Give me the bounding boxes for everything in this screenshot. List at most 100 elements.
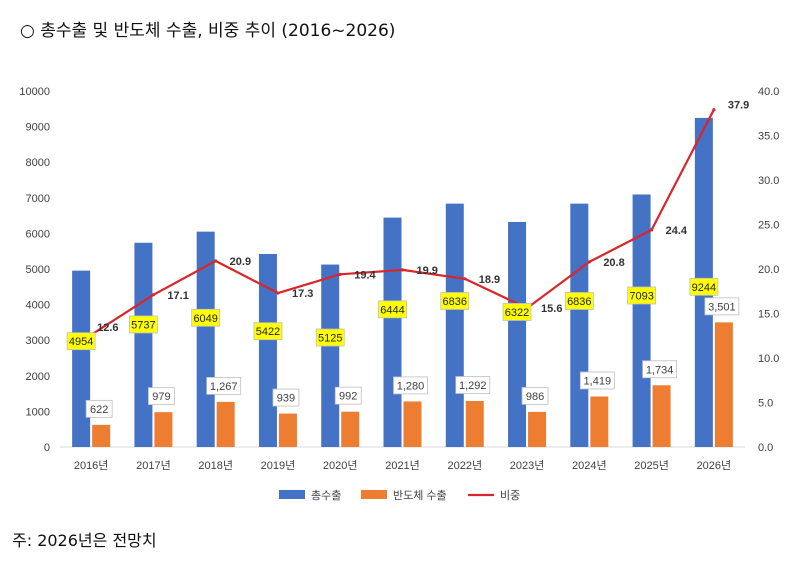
- x-tick-label: 2019년: [261, 459, 296, 472]
- semiconductor-data-label: 1,280: [397, 380, 425, 392]
- y-left-tick-label: 2000: [26, 371, 50, 383]
- total-label-box: [564, 292, 594, 310]
- footnote: 주: 2026년은 전망치: [12, 531, 157, 550]
- semiconductor-data-label: 1,734: [646, 364, 674, 376]
- y-right-tick-label: 35.0: [758, 131, 779, 143]
- series-semiconductor-export: [92, 322, 733, 447]
- semiconductor-data-label: 1,419: [584, 375, 612, 387]
- bar-total-export: [383, 217, 402, 447]
- total-export-data-label: 6322: [505, 307, 529, 319]
- bar-semiconductor-export: [652, 385, 671, 447]
- y-right-tick-label: 15.0: [758, 309, 779, 321]
- bar-semiconductor-export: [92, 424, 111, 447]
- share-data-label: 20.9: [230, 256, 251, 268]
- y-right-tick-label: 0.0: [758, 442, 773, 454]
- legend-label-semi: 반도체 수출: [393, 489, 447, 502]
- share-point: [712, 108, 716, 112]
- total-label-box: [440, 292, 470, 310]
- semi-label-box: [206, 376, 242, 395]
- semiconductor-data-label: 1,292: [459, 380, 487, 392]
- y-left-tick-label: 8000: [26, 157, 50, 169]
- semiconductor-data-label: 3,501: [708, 301, 736, 313]
- total-export-data-label: 9244: [692, 282, 716, 294]
- x-tick-label: 2023년: [510, 459, 545, 472]
- semiconductor-data-label: 939: [277, 393, 295, 405]
- total-label-box: [66, 332, 96, 351]
- semi-label-box: [642, 360, 677, 379]
- bar-semiconductor-export: [528, 411, 547, 447]
- total-export-data-label: 7093: [629, 290, 653, 302]
- share-data-label: 17.1: [167, 290, 188, 302]
- total-label-box: [689, 277, 719, 296]
- y-left-tick-label: 6000: [26, 228, 50, 240]
- bar-total-export: [258, 253, 277, 447]
- semi-label-box: [455, 376, 491, 394]
- bar-semiconductor-export: [403, 401, 422, 447]
- total-label-box: [378, 300, 407, 319]
- x-tick-label: 2024년: [572, 459, 607, 472]
- semi-label-box: [579, 371, 615, 390]
- y-left-tick-label: 4000: [26, 300, 50, 312]
- semiconductor-data-label: 986: [526, 391, 544, 403]
- share-data-label: 24.4: [666, 225, 688, 237]
- y-right-tick-label: 20.0: [758, 264, 779, 276]
- legend-swatch-total: [279, 490, 305, 499]
- bar-semiconductor-export: [278, 413, 297, 447]
- y-left-tick-label: 0: [44, 442, 50, 454]
- total-export-data-label: 5422: [256, 326, 280, 338]
- bar-semiconductor-export: [465, 401, 484, 447]
- share-point: [338, 272, 342, 276]
- x-tick-label: 2025년: [634, 459, 669, 472]
- share-data-label: 20.8: [603, 257, 624, 269]
- total-label-box: [502, 303, 532, 321]
- bar-total-export: [445, 203, 464, 447]
- y-left-tick-label: 7000: [26, 193, 50, 205]
- bar-total-export: [72, 270, 91, 447]
- y-left-tick-label: 3000: [26, 335, 50, 347]
- y-left-tick-label: 9000: [26, 122, 50, 134]
- bar-semiconductor-export: [341, 411, 360, 447]
- total-export-data-label: 5125: [318, 333, 342, 345]
- share-point: [463, 277, 467, 281]
- x-tick-label: 2021년: [385, 459, 420, 472]
- total-export-data-label: 6444: [380, 304, 404, 316]
- bar-total-export: [570, 203, 589, 447]
- semi-label-box: [85, 399, 113, 418]
- share-data-label: 19.9: [417, 265, 438, 277]
- y-left-tick-label: 5000: [26, 264, 50, 276]
- y-right-tick-label: 25.0: [758, 220, 779, 232]
- share-point: [151, 293, 156, 297]
- bar-total-export: [632, 194, 651, 447]
- semi-label-box: [393, 376, 428, 395]
- semi-label-box: [148, 387, 175, 406]
- semi-label-box: [704, 297, 740, 316]
- share-point: [649, 228, 654, 232]
- share-point: [276, 291, 280, 295]
- data-labels: 4954 5737 6049 5422 5125 6444 6836 6322 6836 7093…: [66, 100, 749, 418]
- share-point: [400, 268, 405, 272]
- share-data-label: 37.9: [728, 100, 749, 112]
- chart-title: ○ 총수출 및 반도체 수출, 비중 추이 (2016~2026): [20, 21, 396, 41]
- y-right-tick-label: 40.0: [758, 86, 779, 98]
- share-data-label: 18.9: [479, 274, 500, 286]
- total-label-box: [191, 308, 221, 327]
- bar-semiconductor-export: [590, 396, 609, 447]
- bar-total-export: [321, 264, 340, 447]
- share-point: [214, 259, 218, 263]
- x-axis: 2016년 2017년 2018년 2019년 2020년 2021년 2022년 2023년…: [74, 459, 731, 472]
- legend-label-share: 비중: [500, 489, 520, 502]
- y-left-axis: 0 1000 2000 3000 4000 5000 6000 7000 8000 9000 100…: [19, 86, 50, 454]
- bar-total-export: [508, 221, 527, 447]
- legend-swatch-semi: [361, 490, 387, 499]
- semi-label-box: [272, 388, 300, 407]
- total-label-box: [627, 286, 656, 305]
- bar-semiconductor-export: [216, 401, 235, 447]
- share-data-label: 17.3: [292, 288, 313, 300]
- y-left-tick-label: 1000: [26, 406, 50, 418]
- legend-label-total: 총수출: [311, 489, 341, 502]
- x-tick-label: 2018년: [198, 459, 233, 472]
- total-label-box: [129, 315, 158, 334]
- semiconductor-data-label: 622: [90, 404, 108, 416]
- y-right-tick-label: 30.0: [758, 175, 779, 187]
- total-export-data-label: 6049: [193, 313, 217, 325]
